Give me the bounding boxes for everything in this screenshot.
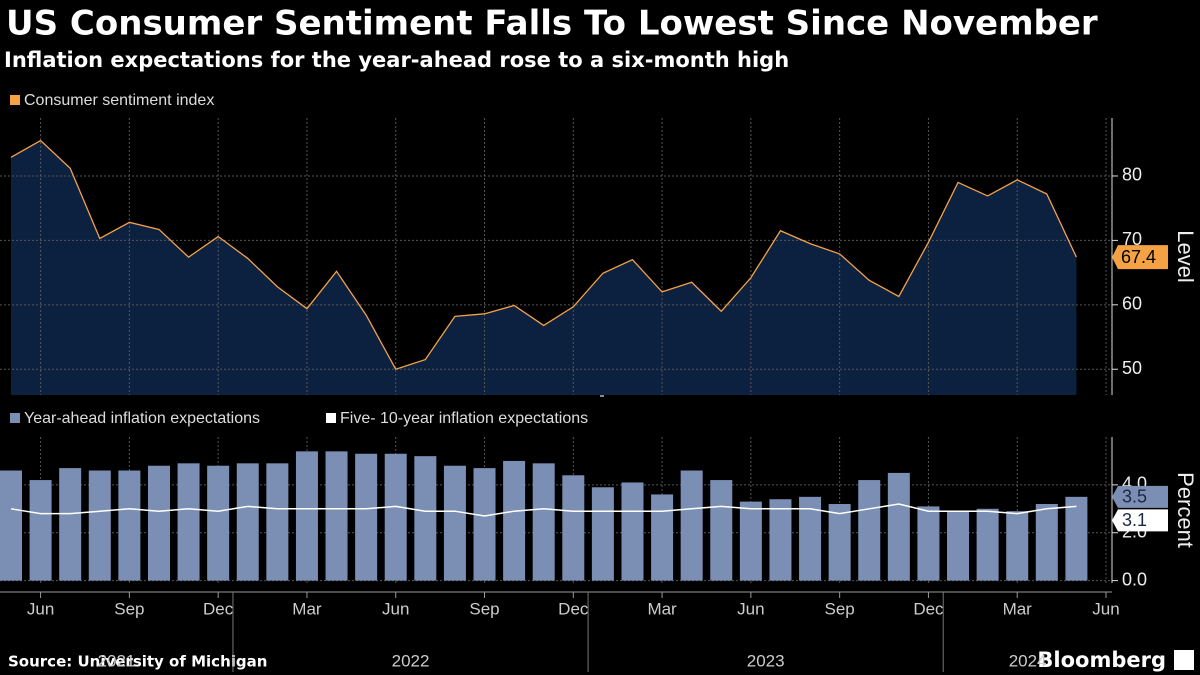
- legend-label: Year-ahead inflation expectations: [24, 410, 260, 427]
- x-tick-label: Mar: [292, 599, 322, 618]
- x-tick-label: Sep: [825, 599, 855, 618]
- bar: [680, 470, 703, 581]
- x-tick-label: Sep: [469, 599, 499, 618]
- x-year-label: 2022: [392, 651, 430, 670]
- bar: [562, 475, 585, 581]
- y-axis-label: Percent: [1173, 472, 1198, 548]
- bar: [118, 470, 141, 581]
- x-tick-label: Dec: [913, 599, 944, 618]
- x-tick-label: Jun: [382, 599, 409, 618]
- y-tick-label: 70: [1122, 229, 1142, 249]
- legend-swatch: [10, 413, 20, 423]
- bar: [473, 468, 496, 581]
- x-year-label: 2024: [1009, 651, 1047, 670]
- bar: [887, 472, 910, 581]
- value-label: 67.4: [1121, 247, 1156, 267]
- brand: Bloomberg: [1037, 648, 1166, 672]
- x-year-label: 2023: [747, 651, 785, 670]
- bar: [917, 506, 940, 581]
- x-year-label: 2021: [98, 651, 136, 670]
- bar: [532, 463, 555, 581]
- bar: [236, 463, 259, 581]
- bar: [295, 451, 318, 581]
- y-tick-label: 0.0: [1122, 569, 1147, 589]
- bar: [88, 470, 111, 581]
- chart-subtitle: Inflation expectations for the year-ahea…: [4, 48, 789, 72]
- source: Source: University of Michigan: [8, 653, 267, 671]
- legend-swatch: [10, 95, 20, 105]
- bar: [384, 453, 407, 581]
- bar: [769, 499, 792, 581]
- x-tick-label: Dec: [558, 599, 589, 618]
- y-tick-label: 80: [1122, 165, 1142, 185]
- value-badge: [1112, 485, 1168, 508]
- legend-label: Consumer sentiment index: [24, 92, 214, 109]
- bar: [739, 501, 762, 581]
- area-fill: [11, 140, 1077, 395]
- bar: [443, 465, 466, 581]
- bar: [858, 480, 881, 581]
- bar: [325, 451, 348, 581]
- bar: [503, 460, 526, 581]
- bar: [59, 468, 82, 581]
- bar: [177, 463, 200, 581]
- line: [10, 503, 1077, 517]
- y-axis-label: Level: [1173, 230, 1198, 283]
- bar: [591, 487, 614, 581]
- bar: [799, 496, 822, 581]
- bar: [621, 482, 644, 581]
- bar: [29, 480, 52, 581]
- bar: [1006, 511, 1029, 581]
- x-tick-label: Sep: [114, 599, 144, 618]
- value-badge: [1112, 245, 1168, 270]
- bar: [207, 465, 230, 581]
- line: [10, 139, 1077, 371]
- x-tick-label: Mar: [1003, 599, 1033, 618]
- x-tick-label: Jun: [737, 599, 764, 618]
- x-tick-label: Jun: [27, 599, 54, 618]
- bar: [147, 465, 170, 581]
- bar: [414, 456, 437, 581]
- brand-icon: [1174, 650, 1194, 670]
- y-tick-label: 50: [1122, 358, 1142, 378]
- bar: [0, 470, 22, 581]
- x-tick-label: Jun: [1092, 599, 1119, 618]
- y-tick-label: 60: [1122, 294, 1142, 314]
- bar: [710, 480, 733, 581]
- bar: [976, 508, 999, 581]
- value-label: 3.5: [1122, 487, 1147, 507]
- value-badge: [1112, 509, 1168, 532]
- x-tick-label: Dec: [203, 599, 234, 618]
- bar: [828, 504, 851, 581]
- bar: [1065, 496, 1088, 581]
- chart-title: US Consumer Sentiment Falls To Lowest Si…: [6, 4, 1098, 44]
- bar: [266, 463, 289, 581]
- bar: [355, 453, 378, 581]
- bar: [947, 511, 970, 581]
- value-label: 3.1: [1122, 510, 1147, 530]
- bar: [651, 494, 674, 581]
- x-tick-label: Mar: [647, 599, 677, 618]
- bar: [1035, 504, 1058, 581]
- legend-label: Five- 10-year inflation expectations: [340, 410, 588, 427]
- legend-swatch: [326, 413, 336, 423]
